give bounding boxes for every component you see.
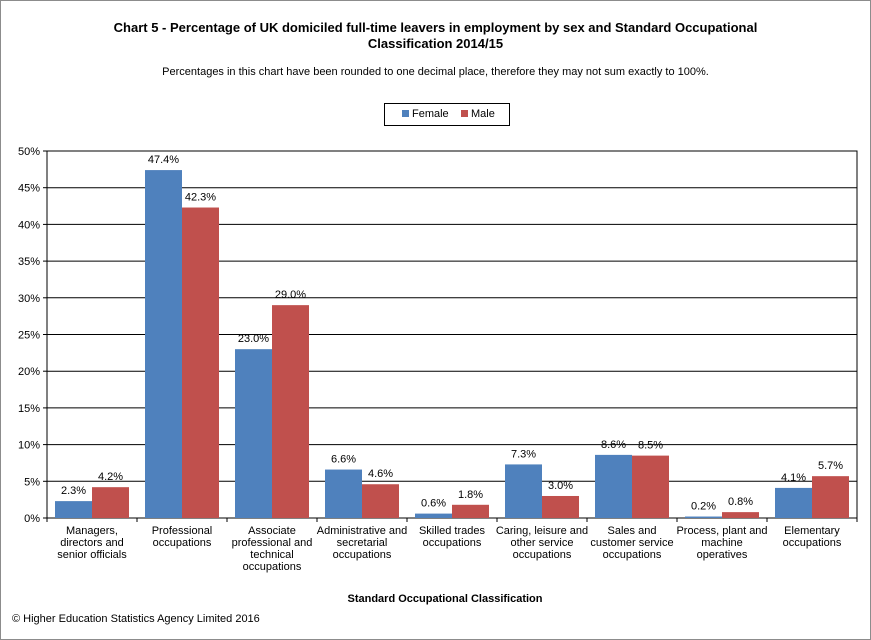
y-tick-label: 45% (18, 183, 40, 195)
x-tick-label: occupations (153, 537, 212, 549)
y-tick-label: 5% (24, 476, 40, 488)
y-tick-label: 10% (18, 440, 40, 452)
data-label-male: 29.0% (275, 289, 306, 301)
bar-male (272, 305, 309, 518)
legend-swatch-male (461, 109, 468, 117)
y-tick-label: 0% (24, 513, 40, 525)
x-tick-label: Professional (152, 525, 213, 537)
data-label-male: 1.8% (458, 489, 483, 501)
x-tick-label: technical (250, 549, 293, 561)
copyright-text: © Higher Education Statistics Agency Lim… (12, 613, 260, 625)
bar-male (182, 207, 219, 518)
y-tick-label: 20% (18, 366, 40, 378)
bar-male (452, 504, 489, 518)
y-tick-label: 25% (18, 330, 40, 342)
legend-label-male: Male (471, 108, 495, 120)
data-label-female: 4.1% (781, 472, 806, 484)
x-tick-label: occupations (783, 537, 842, 549)
bar-male (92, 487, 129, 518)
data-label-female: 6.6% (331, 454, 356, 466)
x-tick-label: Administrative and (317, 525, 408, 537)
x-tick-label: professional and (232, 537, 313, 549)
data-label-female: 2.3% (61, 485, 86, 497)
bar-female (505, 464, 542, 518)
x-tick-label: Managers, (66, 525, 118, 537)
x-tick-label: Process, plant and (676, 525, 767, 537)
x-tick-label: Elementary (784, 525, 840, 537)
bar-female (775, 487, 812, 518)
chart-title-line2: Classification 2014/15 (367, 36, 504, 51)
data-label-male: 8.5% (638, 440, 663, 452)
x-tick-label: Associate (248, 525, 296, 537)
x-tick-label: occupations (603, 549, 662, 561)
x-tick-label: customer service (590, 537, 673, 549)
x-tick-label: operatives (697, 549, 748, 561)
x-tick-label: occupations (423, 537, 482, 549)
legend-item-male: Male (461, 108, 495, 121)
bar-female (595, 454, 632, 518)
data-label-male: 42.3% (185, 192, 216, 204)
data-label-female: 0.6% (421, 498, 446, 510)
bar-female (145, 170, 182, 519)
bar-male (722, 512, 759, 518)
data-label-male: 0.8% (728, 496, 753, 508)
legend-item-female: Female (402, 108, 449, 121)
data-label-female: 7.3% (511, 448, 536, 460)
bar-male (542, 495, 579, 518)
bar-male (362, 484, 399, 518)
x-axis-title: Standard Occupational Classification (348, 593, 543, 605)
bar-female (55, 501, 92, 518)
data-label-male: 3.0% (548, 480, 573, 492)
bar-male (632, 455, 669, 518)
x-tick-label: senior officials (57, 549, 127, 561)
data-label-female: 0.2% (691, 501, 716, 513)
x-tick-label: machine (701, 537, 743, 549)
x-tick-label: other service (511, 537, 574, 549)
x-tick-label: occupations (513, 549, 572, 561)
bar-female (415, 513, 452, 518)
x-tick-label: Caring, leisure and (496, 525, 588, 537)
bar-female (235, 349, 272, 518)
data-label-male: 5.7% (818, 460, 843, 472)
y-tick-label: 50% (18, 146, 40, 158)
data-label-male: 4.2% (98, 471, 123, 483)
bar-male (812, 476, 849, 518)
y-tick-label: 30% (18, 293, 40, 305)
x-tick-label: occupations (333, 549, 392, 561)
bar-female (325, 469, 362, 518)
bar-female (685, 516, 722, 518)
chart-legend: Female Male (384, 103, 510, 126)
chart-title-line1: Chart 5 - Percentage of UK domiciled ful… (113, 20, 758, 35)
y-tick-label: 15% (18, 403, 40, 415)
chart-subtitle: Percentages in this chart have been roun… (162, 66, 709, 78)
x-tick-label: directors and (60, 537, 124, 549)
data-label-female: 8.6% (601, 439, 626, 451)
data-label-male: 4.6% (368, 468, 393, 480)
x-tick-label: Sales and (608, 525, 657, 537)
legend-swatch-female (402, 109, 409, 117)
x-tick-label: secretarial (337, 537, 388, 549)
legend-label-female: Female (412, 108, 449, 120)
y-tick-label: 35% (18, 256, 40, 268)
data-label-female: 47.4% (148, 154, 179, 166)
y-tick-label: 40% (18, 219, 40, 231)
x-tick-label: Skilled trades (419, 525, 486, 537)
x-tick-label: occupations (243, 561, 302, 573)
data-label-female: 23.0% (238, 333, 269, 345)
